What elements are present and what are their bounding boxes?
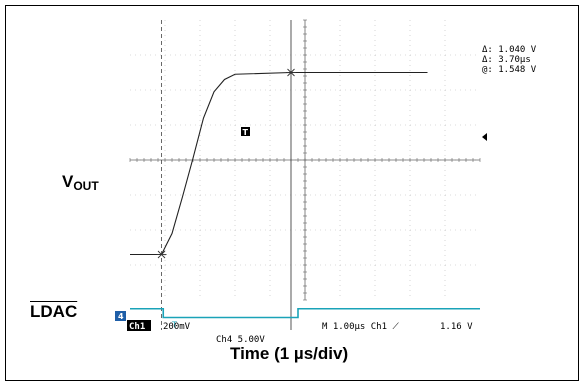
cursor-delta-v: Δ: 1.040 V: [482, 45, 537, 55]
ldac-label: LDAC: [30, 302, 78, 321]
ldac-trace: [130, 307, 480, 319]
ch4-ref-box: [115, 311, 126, 321]
ldac-trigger-tick: T: [171, 321, 177, 330]
vout-trace: [130, 71, 428, 256]
ch1-scale: 200mV: [163, 322, 191, 332]
cursor-lines: [161, 20, 292, 330]
trigger-marker: T: [243, 128, 249, 137]
scope-grid: [129, 19, 481, 301]
ch1-tag-box: [127, 320, 151, 331]
ch4-scale: Ch4 5.00V: [216, 335, 265, 345]
ch4-ref-marker: 4: [118, 312, 124, 321]
trigger-marker-box: [241, 127, 250, 136]
cursor-delta-t: Δ: 3.70µs: [482, 55, 531, 65]
timebase: M 1.00µs Ch1 ⟋: [322, 322, 399, 332]
cursor-2-point: [286, 68, 296, 77]
x-axis-label: Time (1 µs/div): [230, 344, 349, 363]
figure-frame: [5, 5, 579, 381]
trigger-level: 1.16 V: [440, 322, 473, 332]
cursor-1-point: [156, 250, 167, 259]
cursor-at-v: @: 1.548 V: [482, 65, 537, 75]
vout-label: VOUT: [62, 172, 99, 193]
ch1-ref-arrow: [482, 133, 487, 141]
ch1-tag: Ch1: [129, 322, 145, 332]
